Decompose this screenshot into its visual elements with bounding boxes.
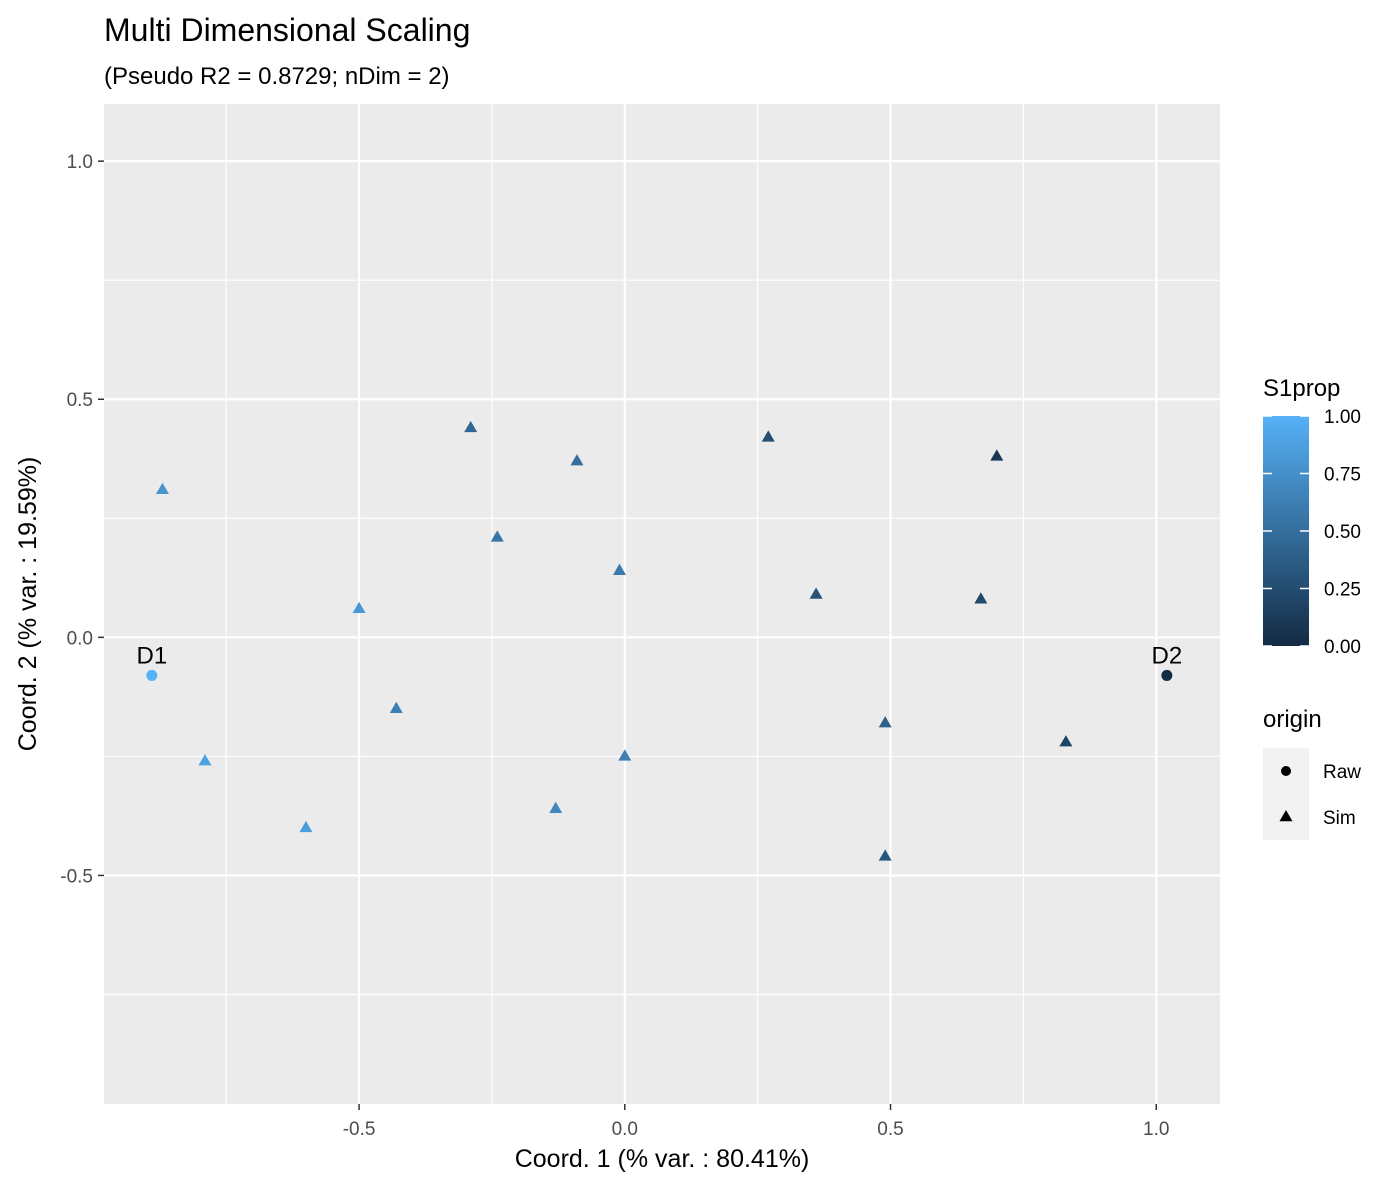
color-legend: S1prop 1.00 0.75 0.50 0.25 0.00	[1263, 375, 1361, 658]
shape-legend-items: Raw Sim	[1263, 748, 1361, 840]
x-tick-label: -0.5	[343, 1119, 376, 1140]
major-gridlines	[104, 104, 1220, 1104]
point-sim	[389, 701, 403, 714]
colorbar-tick-label: 1.00	[1324, 407, 1361, 428]
point-sim	[974, 592, 988, 604]
chart-subtitle: (Pseudo R2 = 0.8729; nDim = 2)	[104, 63, 450, 90]
point-raw	[146, 669, 158, 681]
colorbar-ticks: 1.00 0.75 0.50 0.25 0.00	[1263, 407, 1361, 658]
x-tick-label: 1.0	[1143, 1119, 1169, 1140]
legend-circle-icon	[1281, 766, 1291, 776]
data-points	[146, 420, 1173, 861]
point-sim	[878, 716, 892, 728]
legend-item-label: Raw	[1323, 762, 1361, 783]
point-sim	[490, 530, 504, 542]
point-sim	[809, 587, 823, 599]
point-sim	[549, 801, 563, 814]
point-sim	[618, 749, 632, 761]
color-legend-title: S1prop	[1263, 375, 1340, 402]
point-sim	[570, 454, 584, 466]
point-sim	[198, 754, 212, 766]
y-tick-label: 1.0	[67, 152, 93, 173]
x-tick-label: 0.5	[877, 1119, 903, 1140]
legend-triangle-icon	[1279, 810, 1293, 822]
point-labels: D1 D2	[136, 642, 1182, 669]
colorbar-tick-label: 0.25	[1324, 580, 1361, 601]
colorbar-tick-label: 0.75	[1324, 465, 1361, 486]
shape-legend: origin Raw Sim	[1263, 706, 1361, 840]
colorbar-tick-label: 0.50	[1324, 522, 1361, 543]
point-label: D1	[136, 642, 167, 669]
x-tick-label: 0.0	[612, 1119, 638, 1140]
y-axis-title: Coord. 2 (% var. : 19.59%)	[14, 457, 42, 752]
point-sim	[878, 849, 892, 861]
point-sim	[155, 482, 169, 494]
x-axis-ticks: -0.5 0.0 0.5 1.0	[343, 1104, 1169, 1140]
y-tick-label: -0.5	[60, 866, 93, 887]
point-sim	[990, 449, 1004, 461]
shape-legend-title: origin	[1263, 706, 1322, 733]
point-sim	[612, 563, 626, 575]
point-sim	[1059, 735, 1073, 747]
point-sim	[299, 820, 313, 833]
point-label: D2	[1152, 642, 1183, 669]
point-sim	[352, 601, 366, 614]
y-axis-ticks: -0.5 0.0 0.5 1.0	[60, 152, 104, 887]
colorbar-tick-label: 0.00	[1324, 637, 1361, 658]
point-sim	[761, 430, 775, 442]
point-raw	[1161, 669, 1173, 681]
chart-title: Multi Dimensional Scaling	[104, 12, 470, 48]
minor-gridlines	[104, 104, 1220, 1104]
y-tick-label: 0.5	[67, 390, 93, 411]
plot-panel	[104, 104, 1220, 1104]
legend-item-label: Sim	[1323, 808, 1356, 829]
point-sim	[464, 420, 478, 433]
x-axis-title: Coord. 1 (% var. : 80.41%)	[515, 1145, 810, 1173]
y-tick-label: 0.0	[67, 628, 93, 649]
